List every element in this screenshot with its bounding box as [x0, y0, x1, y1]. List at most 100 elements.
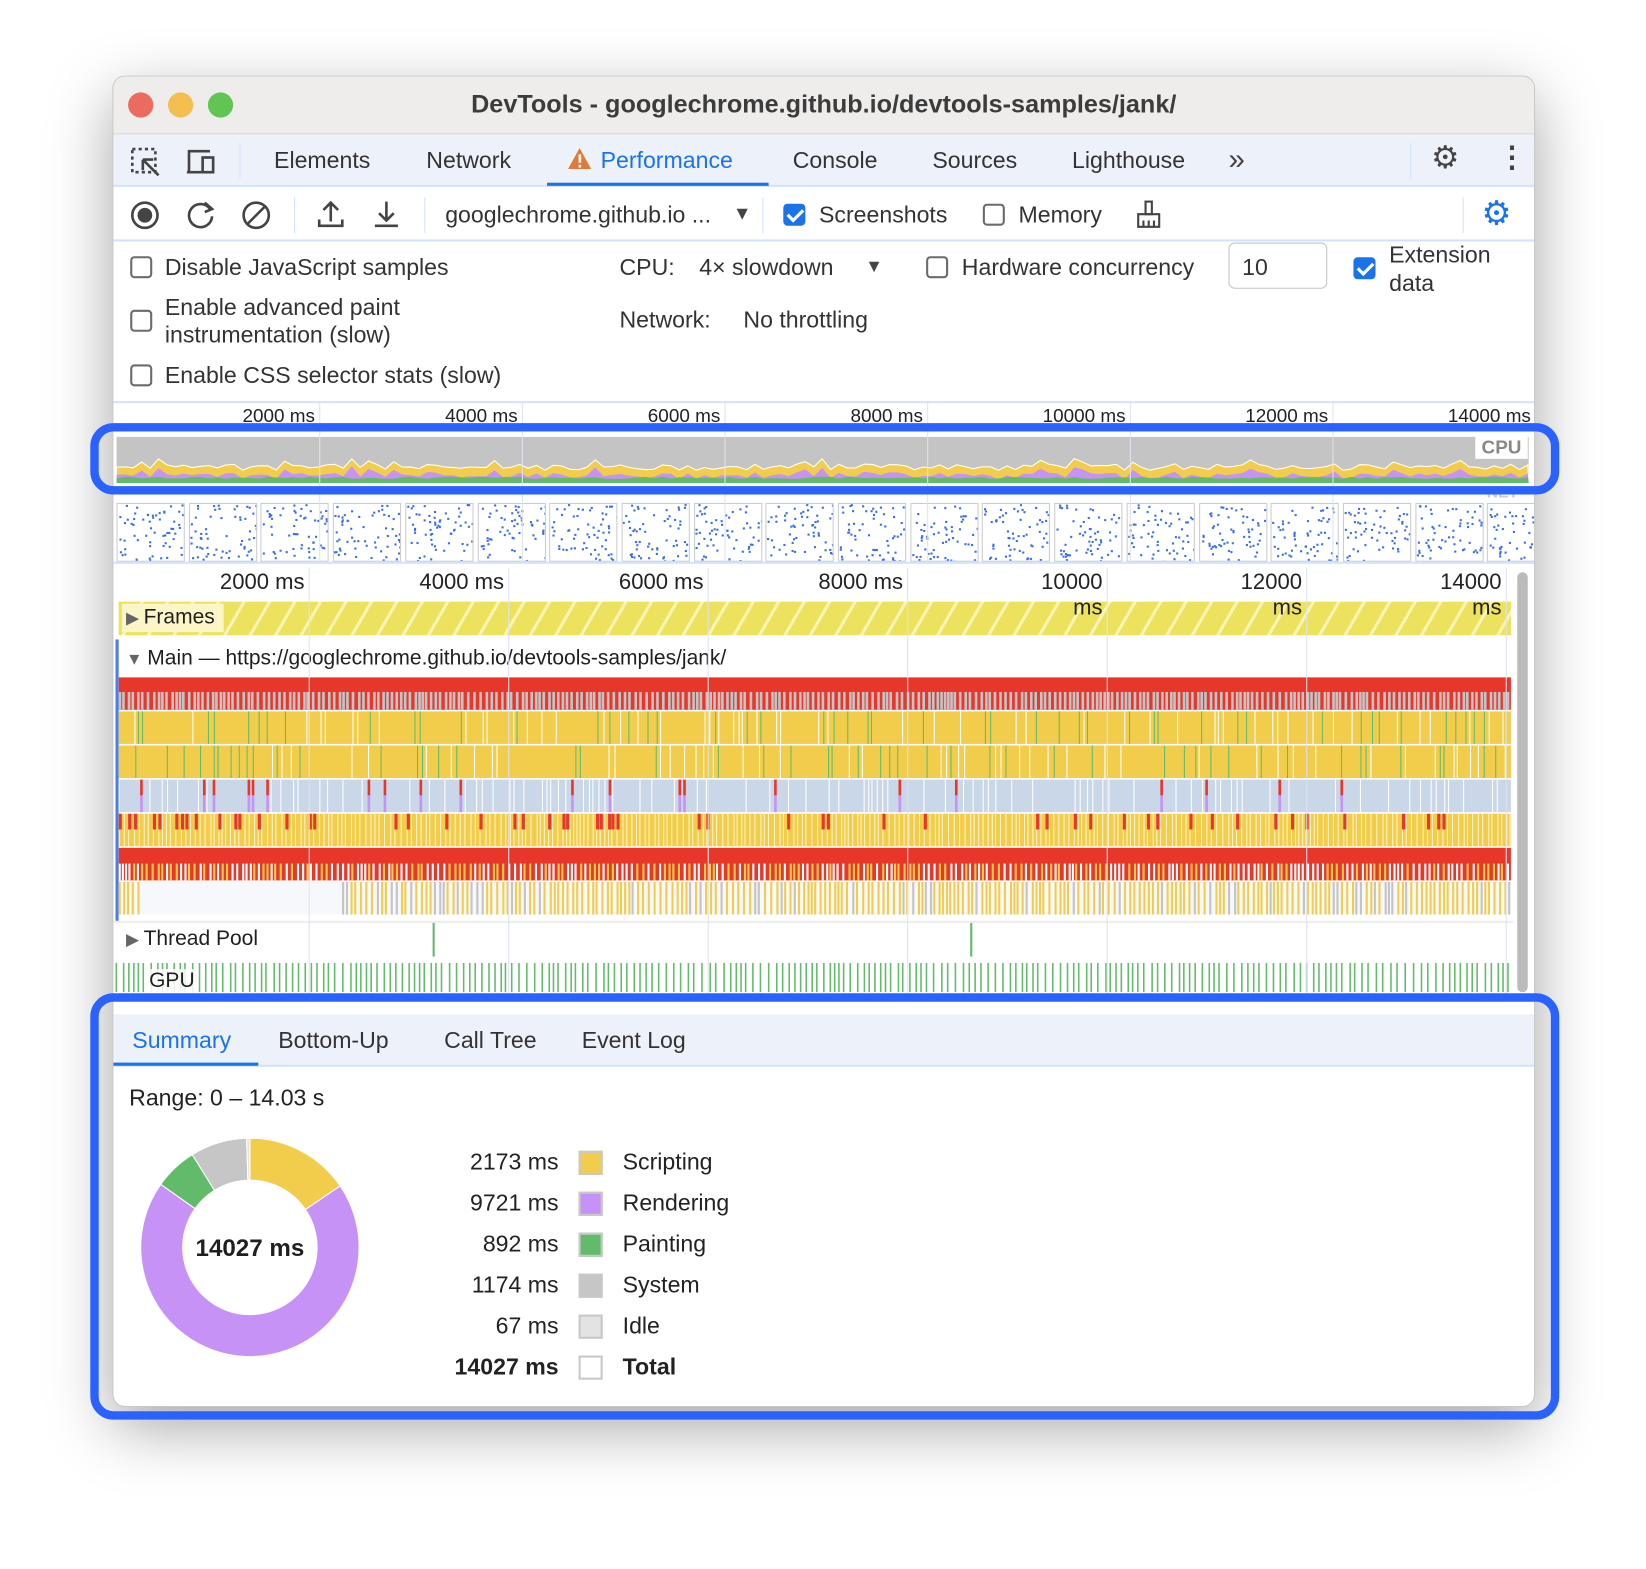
screenshot-thumbnail[interactable] [766, 503, 834, 562]
clear-icon[interactable] [240, 199, 272, 231]
flame-event [954, 814, 955, 847]
reload-record-icon[interactable] [185, 199, 217, 231]
screenshot-thumbnail[interactable] [405, 503, 473, 562]
screenshot-thumbnail[interactable] [1343, 503, 1411, 562]
flame-event [817, 864, 819, 881]
flame-event [1161, 882, 1163, 915]
frames-track-header[interactable]: ▶ Frames [122, 604, 223, 632]
thread-pool-header[interactable]: ▶ Thread Pool [126, 927, 258, 951]
flame-event [220, 692, 223, 710]
screenshot-thumbnail[interactable] [910, 503, 978, 562]
garbage-collect-broom-icon[interactable] [1134, 199, 1163, 231]
record-icon[interactable] [129, 199, 161, 231]
frames-track[interactable] [119, 602, 1511, 636]
flame-event [1493, 864, 1495, 881]
thread-pool-track[interactable] [113, 921, 1513, 959]
network-throttle-select[interactable]: No throttling [743, 307, 868, 334]
device-toolbar-icon[interactable] [185, 147, 219, 176]
flame-event [125, 864, 127, 881]
main-track-header[interactable]: ▼ Main — https://googlechrome.github.io/… [126, 647, 726, 671]
flame-event [1228, 745, 1229, 778]
window-title: DevTools - googlechrome.github.io/devtoo… [113, 90, 1534, 119]
flame-event [1361, 711, 1362, 744]
flame-event [1270, 780, 1271, 813]
flame-event [167, 745, 168, 778]
screenshot-thumbnail[interactable] [1054, 503, 1122, 562]
flame-event [1279, 692, 1282, 710]
screenshot-thumbnail[interactable] [1487, 503, 1535, 562]
flame-event [1139, 692, 1142, 710]
screenshot-thumbnail[interactable] [549, 503, 617, 562]
tab-sources[interactable]: Sources [932, 147, 1017, 174]
flame-event [1144, 814, 1145, 847]
main-flame-chart[interactable] [119, 677, 1511, 916]
screenshot-thumbnail[interactable] [189, 503, 257, 562]
flame-event [358, 692, 361, 710]
download-profile-icon[interactable] [372, 198, 401, 230]
css-selector-stats-checkbox[interactable] [130, 364, 152, 386]
screenshot-thumbnail[interactable] [117, 503, 185, 562]
flame-event [1427, 692, 1430, 710]
disable-js-samples-checkbox[interactable] [130, 256, 152, 278]
screenshot-thumbnail[interactable] [694, 503, 762, 562]
screenshot-thumbnail[interactable] [838, 503, 906, 562]
flame-event [639, 814, 640, 847]
gpu-event [414, 963, 416, 992]
flame-event [463, 864, 465, 881]
flame-event [1095, 864, 1097, 881]
flame-event [1009, 864, 1011, 881]
flame-event [493, 864, 495, 881]
flame-event [1069, 692, 1072, 710]
advanced-paint-checkbox[interactable] [130, 310, 152, 332]
screenshot-thumbnail[interactable] [477, 503, 545, 562]
hw-concurrency-checkbox[interactable] [926, 256, 948, 278]
flame-event [510, 692, 513, 710]
more-tabs-chevron-icon[interactable]: » [1229, 145, 1245, 174]
flame-event [1183, 882, 1185, 915]
tab-elements[interactable]: Elements [274, 147, 370, 174]
timeline-scrollbar[interactable] [1517, 572, 1528, 992]
hw-concurrency-input[interactable]: 10 [1229, 243, 1328, 289]
flame-event [451, 745, 452, 778]
flame-event [858, 745, 859, 778]
tab-performance[interactable]: Performance [601, 147, 733, 174]
gpu-event [788, 963, 790, 992]
screenshot-thumbnail[interactable] [621, 503, 689, 562]
more-options-icon[interactable]: ⋮ [1497, 143, 1526, 172]
gridline [1107, 568, 1108, 996]
gpu-track[interactable] [113, 963, 1513, 992]
flame-event [1096, 692, 1099, 710]
screenshot-thumbnail[interactable] [1271, 503, 1339, 562]
flame-event [140, 795, 143, 812]
flame-event [552, 864, 554, 881]
tab-console[interactable]: Console [793, 147, 878, 174]
page-select[interactable]: googlechrome.github.io ... [445, 202, 711, 229]
flame-event [609, 795, 612, 812]
flame-event [529, 882, 531, 915]
dropdown-arrow-icon[interactable]: ▼ [733, 204, 752, 223]
tab-lighthouse[interactable]: Lighthouse [1072, 147, 1185, 174]
screenshots-strip[interactable] [117, 503, 1529, 562]
screenshot-thumbnail[interactable] [982, 503, 1050, 562]
capture-settings-gear-icon[interactable]: ⚙ [1482, 196, 1512, 230]
screenshot-thumbnail[interactable] [1199, 503, 1267, 562]
flame-event [817, 814, 818, 847]
flame-event [285, 711, 286, 744]
screenshot-thumbnail[interactable] [1415, 503, 1483, 562]
inspect-element-icon[interactable] [130, 147, 162, 176]
flame-event [1413, 864, 1415, 881]
flame-event [1287, 745, 1288, 778]
cpu-dropdown-arrow-icon[interactable]: ▼ [865, 257, 883, 275]
tab-network[interactable]: Network [426, 147, 511, 174]
flame-event [283, 692, 286, 710]
extension-data-checkbox[interactable] [1353, 257, 1375, 279]
screenshot-thumbnail[interactable] [333, 503, 401, 562]
screenshots-checkbox[interactable] [783, 204, 805, 226]
cpu-throttle-select[interactable]: 4× slowdown [699, 254, 833, 281]
memory-checkbox[interactable] [983, 204, 1005, 226]
flame-event [1110, 864, 1112, 881]
screenshot-thumbnail[interactable] [1126, 503, 1194, 562]
flame-event [470, 864, 472, 881]
upload-profile-icon[interactable] [316, 198, 345, 230]
settings-gear-icon[interactable]: ⚙ [1431, 143, 1459, 175]
